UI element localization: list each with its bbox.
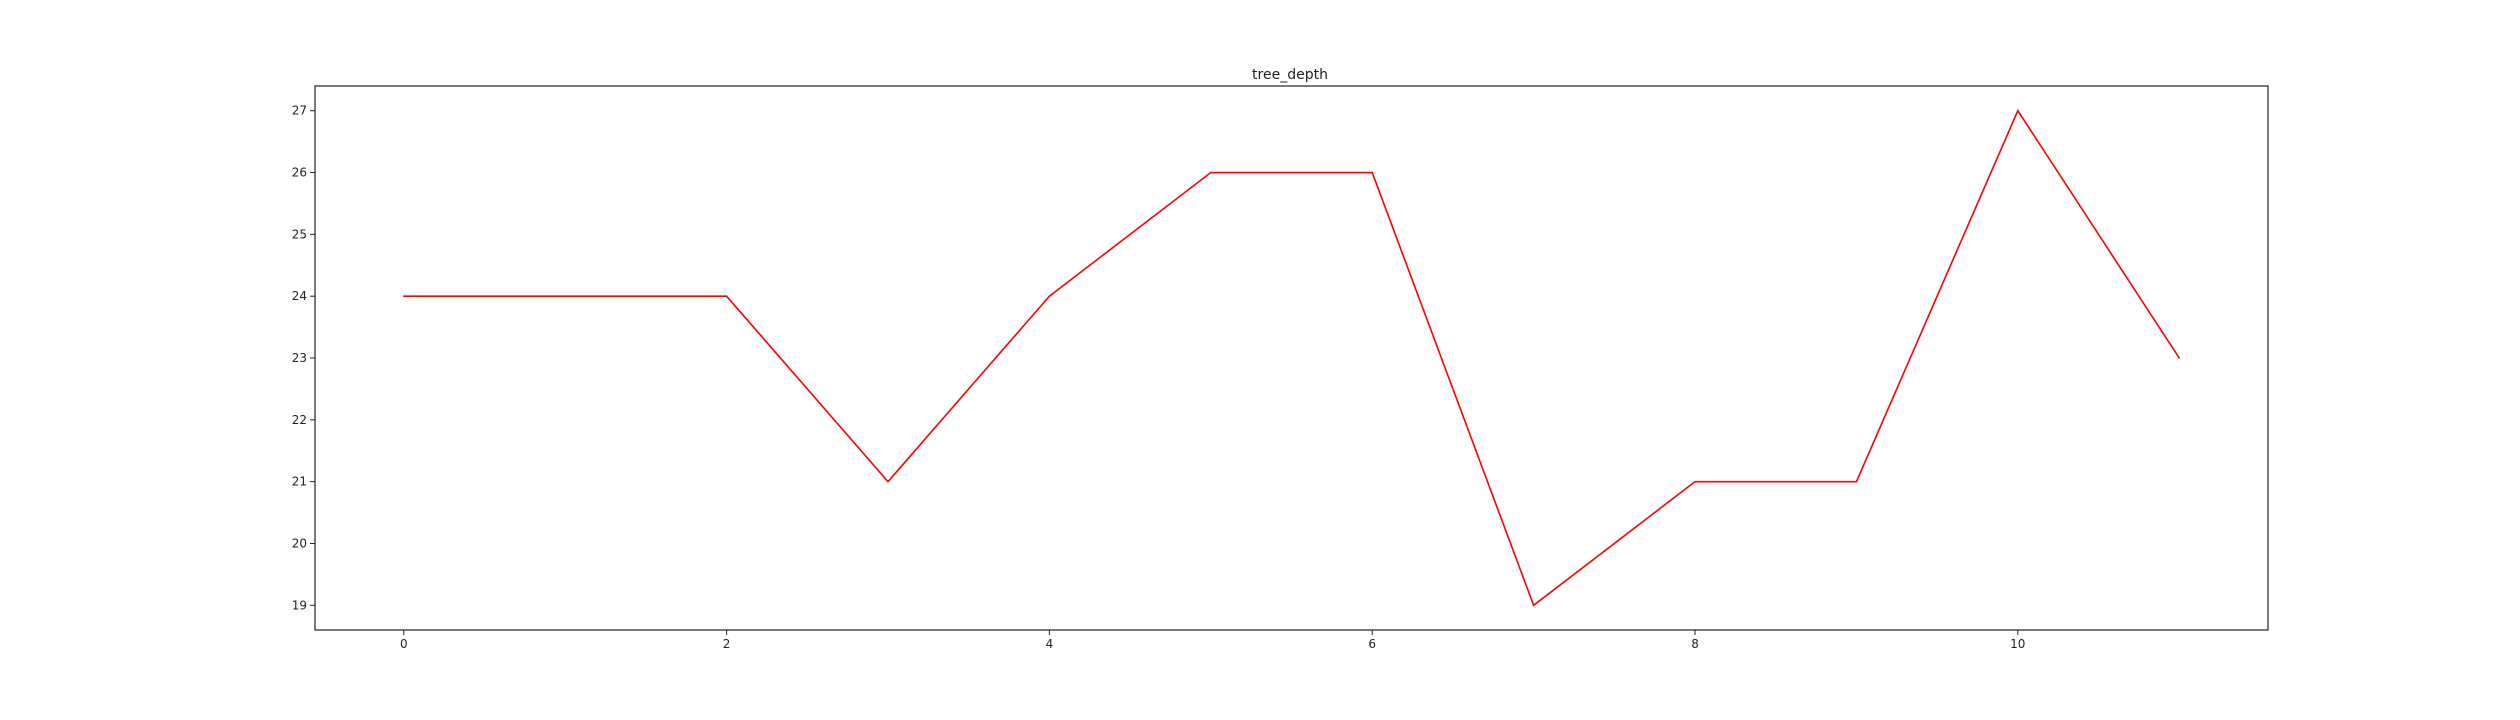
- y-tick-label: 24: [292, 289, 307, 303]
- chart-title: tree_depth: [1252, 67, 1328, 83]
- data-point: [2178, 357, 2181, 359]
- data-point: [1209, 171, 1212, 174]
- x-tick-label: 8: [1691, 637, 1699, 651]
- x-tick-label: 10: [2010, 637, 2025, 651]
- y-tick-label: 22: [292, 413, 307, 427]
- y-tick-label: 19: [292, 598, 307, 612]
- data-point: [564, 295, 566, 297]
- data-point: [2017, 109, 2019, 112]
- series-layer: [402, 109, 2181, 607]
- y-tick-label: 25: [292, 227, 307, 241]
- data-point: [887, 480, 889, 483]
- plot-area-frame: [314, 85, 2269, 631]
- y-axis: 19 20 21 22 23 24 25 26 27: [292, 104, 315, 612]
- x-tick-label: 6: [1368, 637, 1376, 651]
- data-point: [725, 295, 728, 297]
- x-tick-label: 2: [723, 637, 731, 651]
- y-tick-label: 23: [292, 351, 307, 365]
- y-tick-label: 21: [292, 475, 307, 489]
- x-axis: 0 2 4 6 8 10: [400, 630, 2025, 651]
- data-point: [1048, 295, 1051, 297]
- series-line: [403, 109, 2180, 607]
- data-point: [402, 295, 405, 297]
- y-tick-label: 26: [292, 166, 307, 180]
- data-point: [1694, 480, 1696, 483]
- y-tick-label: 20: [292, 536, 307, 550]
- y-tick-label: 27: [292, 104, 307, 118]
- x-tick-label: 4: [1046, 637, 1054, 651]
- data-point: [1855, 480, 1858, 483]
- x-tick-label: 0: [400, 637, 408, 651]
- data-point: [1371, 171, 1374, 174]
- data-point: [1532, 604, 1535, 607]
